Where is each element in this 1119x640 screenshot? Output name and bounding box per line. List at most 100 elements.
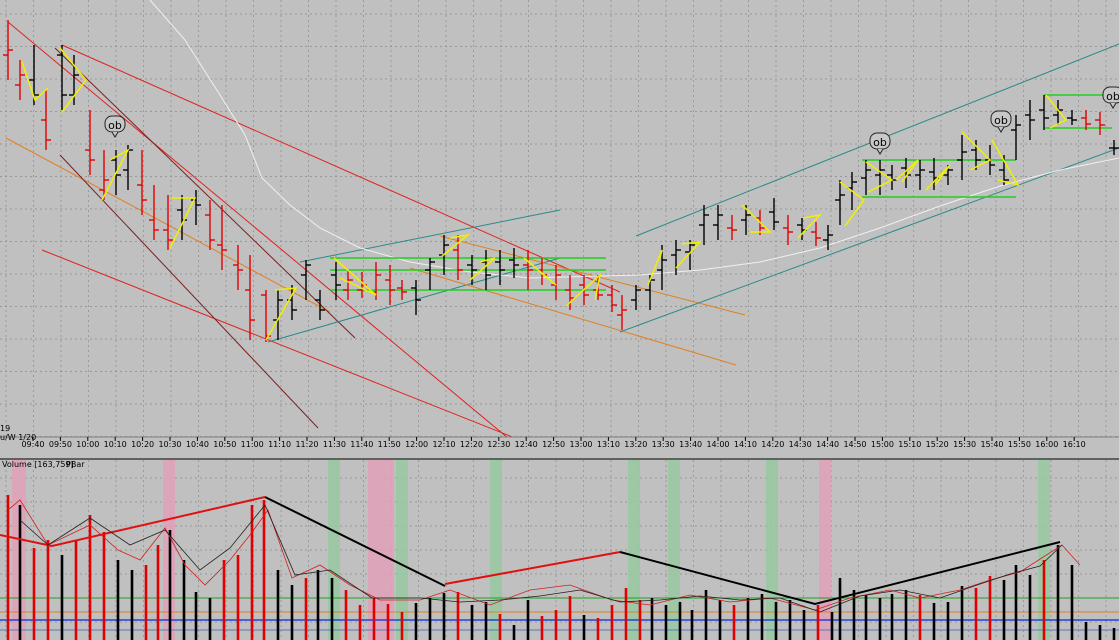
time-tick-label: 11:10: [268, 440, 291, 449]
pattern-line: [741, 204, 772, 233]
price-bar: [823, 225, 833, 250]
pattern-line: [865, 161, 894, 193]
pattern-line: [895, 159, 919, 183]
time-tick-label: 15:20: [926, 440, 949, 449]
volume-highlight-green: [328, 460, 340, 640]
price-grid: [0, 0, 1119, 437]
price-bar: [315, 290, 325, 320]
volume-subtitle: PBar: [66, 460, 85, 469]
price-bar: [523, 250, 533, 290]
yellow-pattern-lines: [21, 47, 1068, 341]
time-tick-label: 14:30: [789, 440, 812, 449]
volume-trend-line: [0, 496, 266, 548]
pattern-line: [565, 272, 602, 307]
volume-highlight-pink: [819, 460, 831, 640]
time-tick-label: 14:40: [816, 440, 839, 449]
price-bar: [99, 150, 109, 200]
moving-average-line: [149, 0, 1119, 279]
time-axis: 09:40 09:50 10:00 10:10 10:20 10:30 10:40 10:50…: [0, 424, 1119, 459]
trend-line: [619, 147, 1119, 333]
ob-marker: ob: [990, 110, 1012, 133]
axis-edge-label: 19: [0, 424, 10, 433]
volume-bars: [6, 495, 1116, 640]
price-bar: [217, 205, 227, 270]
price-bar: [85, 110, 95, 175]
time-tick-label: 12:00: [405, 440, 428, 449]
volume-panel: Volume [163,759] PBar: [0, 460, 1119, 640]
volume-highlight-green: [628, 460, 640, 640]
volume-highlight-green: [396, 460, 408, 640]
trend-line: [439, 235, 746, 316]
pattern-line: [265, 287, 298, 341]
pattern-line: [59, 47, 87, 113]
trend-line: [41, 249, 514, 437]
volume-average-line: [7, 499, 1081, 611]
price-bar: [671, 240, 681, 275]
trend-line: [59, 154, 319, 429]
pattern-line: [333, 257, 377, 296]
time-tick-label: 13:20: [624, 440, 647, 449]
pattern-line: [101, 148, 130, 201]
volume-highlights: [12, 460, 1050, 640]
price-bar: [783, 215, 793, 245]
time-tick-label: 09:50: [49, 440, 72, 449]
pattern-line: [675, 241, 702, 269]
pattern-line: [961, 131, 992, 171]
volume-highlight-green: [490, 460, 502, 640]
time-tick-label: 15:30: [953, 440, 976, 449]
time-tick-label: 11:50: [378, 440, 401, 449]
price-bar: [835, 180, 845, 225]
price-bar: [149, 185, 159, 240]
volume-trend-lines: [0, 496, 1081, 613]
time-tick-label: 14:10: [734, 440, 757, 449]
pattern-line: [169, 197, 197, 249]
time-tick-label: 11:20: [295, 440, 318, 449]
ob-marker-label: ob: [994, 114, 1008, 127]
price-bar: [385, 265, 395, 305]
ma-line-path: [149, 0, 1119, 279]
trend-line: [267, 257, 561, 343]
price-bar: [1025, 100, 1035, 140]
time-tick-label: 10:20: [131, 440, 154, 449]
time-tick-label: 15:50: [1008, 440, 1031, 449]
price-bars: [3, 20, 1119, 342]
volume-highlight-green: [766, 460, 778, 640]
time-tick-label: 10:10: [104, 440, 127, 449]
price-bar: [1109, 140, 1119, 155]
price-bar: [245, 255, 255, 340]
time-tick-label: 13:40: [679, 440, 702, 449]
pattern-line: [469, 257, 496, 281]
trend-line: [7, 21, 508, 437]
time-tick-label: 15:00: [871, 440, 894, 449]
time-tick-label: 12:10: [432, 440, 455, 449]
price-bar: [741, 205, 751, 235]
price-bar: [727, 215, 737, 240]
ob-marker-label: ob: [1106, 90, 1119, 103]
price-bar: [343, 270, 353, 300]
price-bar: [233, 245, 243, 290]
volume-average-line: [19, 504, 1063, 613]
price-bar: [425, 258, 435, 290]
ob-marker: ob: [869, 132, 891, 155]
price-bar: [713, 205, 723, 240]
time-tick-label: 16:10: [1063, 440, 1086, 449]
price-bar: [57, 45, 67, 110]
time-tick-label: 11:00: [241, 440, 264, 449]
pattern-line: [647, 249, 663, 286]
price-bar: [301, 260, 311, 300]
price-bar: [685, 240, 695, 270]
price-bar: [861, 160, 871, 195]
trend-line: [299, 209, 561, 263]
volume-title: Volume [163,759]: [2, 460, 74, 469]
pattern-line: [523, 257, 557, 286]
time-tick-label: 13:00: [569, 440, 592, 449]
time-tick-label: 13:30: [652, 440, 675, 449]
price-bar: [495, 250, 505, 285]
price-bar: [205, 200, 215, 250]
time-tick-label: 14:00: [706, 440, 729, 449]
time-tick-label: 12:20: [460, 440, 483, 449]
price-bar: [397, 280, 407, 300]
price-bar: [811, 222, 821, 246]
pattern-line: [991, 139, 1020, 187]
